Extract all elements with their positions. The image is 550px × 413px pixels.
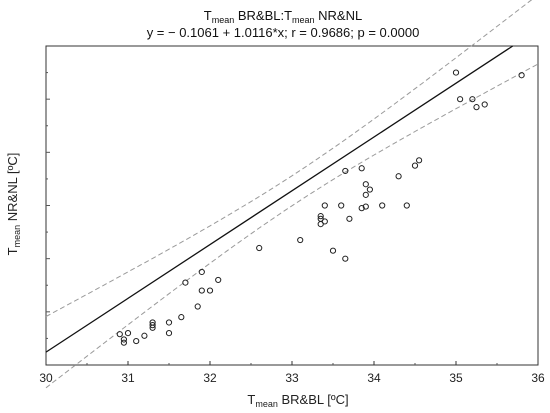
data-point bbox=[452, 69, 460, 76]
data-point bbox=[481, 101, 488, 108]
confidence-band-upper bbox=[45, 0, 533, 317]
data-point bbox=[321, 218, 328, 225]
data-point bbox=[178, 314, 185, 321]
data-point bbox=[215, 276, 222, 284]
data-point bbox=[342, 167, 349, 175]
data-point bbox=[120, 339, 128, 346]
data-point bbox=[133, 337, 140, 345]
regression-line bbox=[45, 45, 514, 353]
data-point bbox=[403, 202, 410, 209]
x-tick-label: 33 bbox=[285, 371, 299, 385]
regression-line-layer bbox=[45, 45, 514, 353]
confidence-band bbox=[45, 0, 539, 389]
data-point bbox=[165, 319, 173, 326]
data-point bbox=[411, 162, 419, 169]
data-point bbox=[362, 191, 369, 198]
data-point bbox=[358, 165, 365, 172]
data-point bbox=[297, 236, 304, 244]
data-point bbox=[329, 247, 337, 254]
x-tick-label: 36 bbox=[531, 371, 545, 385]
data-point bbox=[321, 202, 328, 209]
data-point bbox=[366, 186, 373, 193]
data-point bbox=[395, 173, 402, 180]
x-tick-label: 31 bbox=[121, 371, 135, 385]
x-tick-label: 34 bbox=[367, 371, 381, 385]
confidence-band-lower bbox=[45, 63, 539, 389]
data-point bbox=[149, 322, 156, 329]
data-point bbox=[469, 96, 476, 103]
data-point bbox=[457, 96, 464, 103]
data-point bbox=[473, 104, 480, 111]
chart-title: Tmean BR&BL:Tmean NR&NL bbox=[204, 8, 362, 25]
x-tick-label: 30 bbox=[39, 371, 53, 385]
x-tick-label: 35 bbox=[449, 371, 463, 385]
data-point bbox=[518, 72, 525, 79]
x-axis-ticks: 30 31 32 33 34 35 36 bbox=[39, 361, 545, 385]
data-point bbox=[338, 202, 345, 209]
data-points bbox=[116, 69, 525, 346]
data-point bbox=[198, 287, 205, 294]
data-point bbox=[346, 215, 353, 222]
y-axis-label: Tmean NR&NL [ºC] bbox=[5, 153, 22, 256]
data-point bbox=[165, 330, 173, 337]
data-point bbox=[256, 244, 263, 252]
data-point bbox=[362, 203, 369, 210]
data-point bbox=[120, 336, 128, 343]
data-point bbox=[317, 213, 324, 220]
data-point bbox=[198, 268, 205, 276]
data-point bbox=[358, 205, 365, 212]
data-point bbox=[362, 181, 369, 188]
data-point bbox=[342, 255, 349, 262]
x-axis-label: Tmean BR&BL [ºC] bbox=[247, 392, 348, 409]
data-point bbox=[182, 279, 189, 286]
data-point bbox=[416, 157, 423, 164]
data-point bbox=[206, 287, 214, 294]
y-axis-ticks bbox=[46, 72, 50, 339]
x-tick-label: 32 bbox=[203, 371, 217, 385]
data-point bbox=[194, 303, 201, 310]
data-point bbox=[379, 202, 386, 209]
chart-subtitle: y = − 0.1061 + 1.0116*x; r = 0.9686; p =… bbox=[147, 25, 420, 40]
data-point bbox=[149, 319, 156, 326]
data-point bbox=[124, 330, 132, 337]
data-point bbox=[141, 332, 148, 339]
data-point bbox=[116, 331, 123, 338]
